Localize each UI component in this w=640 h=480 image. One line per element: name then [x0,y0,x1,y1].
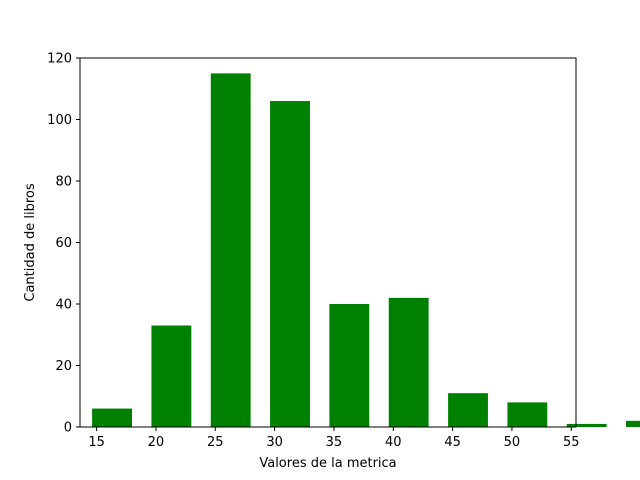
bar-6 [448,393,488,427]
bar-9 [626,420,640,427]
bars-group [92,73,640,428]
y-tick-label-4: 80 [55,175,72,190]
x-tick-label-3: 30 [266,435,283,450]
y-tick-label-0: 0 [64,421,72,436]
bar-0 [92,408,132,427]
x-tick-label-8: 55 [563,435,580,450]
x-axis-ticks: 15 20 25 30 35 40 45 50 55 [88,427,580,450]
x-tick-label-6: 45 [444,435,461,450]
x-tick-label-7: 50 [504,435,521,450]
bar-1 [151,325,192,427]
bar-7 [507,402,548,427]
bar-8 [566,423,607,427]
bar-5 [388,297,429,427]
x-tick-label-1: 20 [148,435,165,450]
x-tick-label-5: 40 [385,435,402,450]
y-tick-label-6: 120 [47,52,72,67]
bar-4 [329,304,370,427]
x-axis-label: Valores de la metrica [259,456,396,471]
y-tick-label-5: 100 [47,113,72,128]
x-tick-label-0: 15 [88,435,105,450]
y-axis-label: Cantidad de libros [23,183,38,301]
bar-2 [210,73,251,428]
bar-3 [270,101,310,428]
y-tick-label-2: 40 [55,298,72,313]
x-tick-label-4: 35 [326,435,343,450]
y-axis-ticks: 0 20 40 60 80 100 120 [47,52,80,436]
y-tick-label-3: 60 [55,236,72,251]
y-tick-label-1: 20 [55,359,72,374]
x-tick-label-2: 25 [207,435,224,450]
